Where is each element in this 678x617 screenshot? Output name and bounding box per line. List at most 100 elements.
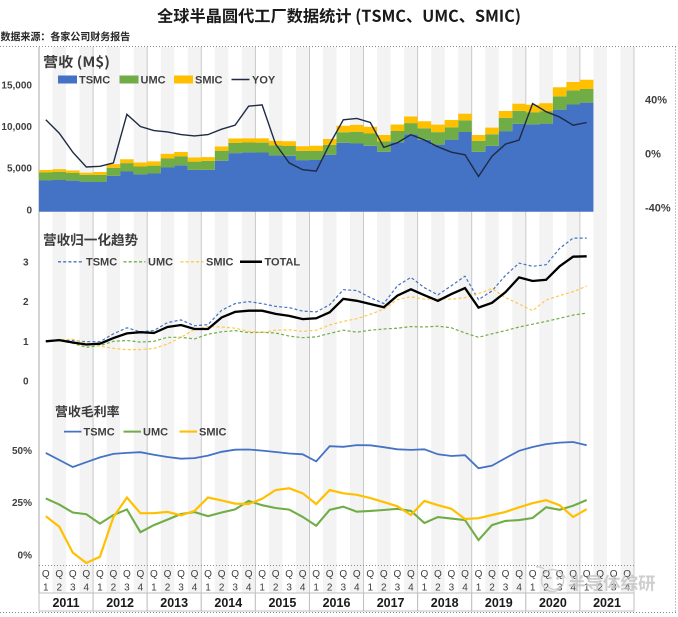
svg-text:Q: Q [394, 569, 402, 580]
svg-text:TSMC: TSMC [86, 257, 117, 269]
svg-text:Q: Q [204, 569, 212, 580]
svg-text:UMC: UMC [143, 426, 168, 438]
svg-text:Q: Q [502, 569, 510, 580]
svg-text:4: 4 [84, 583, 90, 594]
svg-text:2013: 2013 [160, 596, 188, 610]
svg-text:50%: 50% [12, 446, 32, 457]
svg-text:Q: Q [542, 569, 550, 580]
svg-text:Q: Q [623, 569, 631, 580]
svg-text:2018: 2018 [431, 596, 459, 610]
svg-text:3: 3 [178, 583, 184, 594]
svg-text:YOY: YOY [252, 74, 276, 86]
svg-text:Q: Q [529, 569, 537, 580]
svg-text:Q: Q [596, 569, 604, 580]
svg-text:3: 3 [124, 583, 130, 594]
svg-text:2: 2 [23, 297, 29, 308]
svg-text:UMC: UMC [148, 257, 173, 269]
svg-text:2011: 2011 [52, 596, 79, 610]
svg-text:5,000: 5,000 [7, 164, 32, 175]
svg-text:1: 1 [151, 583, 157, 594]
svg-text:2016: 2016 [323, 596, 351, 610]
svg-text:Q: Q [434, 569, 442, 580]
svg-text:4: 4 [138, 583, 144, 594]
svg-text:Q: Q [353, 569, 361, 580]
svg-text:2017: 2017 [377, 596, 405, 610]
svg-text:Q: Q [285, 569, 293, 580]
svg-text:2014: 2014 [214, 596, 242, 610]
svg-text:Q: Q [380, 569, 388, 580]
svg-text:25%: 25% [12, 498, 32, 509]
svg-text:3: 3 [341, 583, 347, 594]
svg-text:Q: Q [326, 569, 334, 580]
svg-text:4: 4 [462, 583, 468, 594]
svg-text:Q: Q [55, 569, 63, 580]
svg-text:Q: Q [123, 569, 131, 580]
svg-text:3: 3 [23, 258, 29, 269]
svg-text:Q: Q [312, 569, 320, 580]
svg-text:1: 1 [422, 583, 428, 594]
svg-text:Q: Q [42, 569, 50, 580]
svg-text:3: 3 [449, 583, 455, 594]
svg-text:1: 1 [259, 583, 265, 594]
svg-text:2: 2 [165, 583, 171, 594]
svg-text:4: 4 [408, 583, 414, 594]
svg-text:3: 3 [286, 583, 292, 594]
svg-text:Q: Q [556, 569, 564, 580]
svg-text:Q: Q [583, 569, 591, 580]
svg-text:SMIC: SMIC [195, 74, 223, 86]
svg-text:SMIC: SMIC [199, 426, 227, 438]
svg-text:40%: 40% [645, 94, 667, 106]
svg-text:4: 4 [246, 583, 252, 594]
svg-text:3: 3 [232, 583, 238, 594]
svg-text:2020: 2020 [539, 596, 567, 610]
svg-text:1: 1 [530, 583, 536, 594]
svg-text:Q: Q [407, 569, 415, 580]
svg-text:15,000: 15,000 [1, 81, 32, 92]
svg-text:Q: Q [110, 569, 118, 580]
svg-text:Q: Q [96, 569, 104, 580]
svg-text:Q: Q [272, 569, 280, 580]
svg-text:1: 1 [313, 583, 319, 594]
svg-text:Q: Q [448, 569, 456, 580]
svg-text:4: 4 [300, 583, 306, 594]
svg-text:0%: 0% [18, 550, 33, 561]
svg-text:Q: Q [475, 569, 483, 580]
svg-text:0: 0 [23, 377, 29, 388]
svg-text:Q: Q [366, 569, 374, 580]
svg-text:0%: 0% [645, 148, 661, 160]
svg-text:3: 3 [395, 583, 401, 594]
svg-text:4: 4 [192, 583, 198, 594]
svg-text:4: 4 [354, 583, 360, 594]
svg-text:3: 3 [70, 583, 76, 594]
svg-text:Q: Q [177, 569, 185, 580]
svg-text:-40%: -40% [645, 202, 671, 214]
svg-text:Q: Q [488, 569, 496, 580]
svg-text:2021: 2021 [593, 596, 621, 610]
svg-text:1: 1 [476, 583, 482, 594]
svg-text:Q: Q [461, 569, 469, 580]
svg-text:Q: Q [339, 569, 347, 580]
svg-text:Q: Q [82, 569, 90, 580]
svg-text:Q: Q [245, 569, 253, 580]
svg-text:2: 2 [111, 583, 117, 594]
svg-text:2: 2 [435, 583, 441, 594]
svg-text:Q: Q [218, 569, 226, 580]
svg-text:Q: Q [191, 569, 199, 580]
svg-text:Q: Q [258, 569, 266, 580]
svg-text:TSMC: TSMC [84, 426, 115, 438]
svg-text:UMC: UMC [141, 74, 166, 86]
svg-text:3: 3 [503, 583, 509, 594]
svg-text:1: 1 [43, 583, 49, 594]
svg-text:2: 2 [597, 583, 603, 594]
svg-text:2015: 2015 [268, 596, 296, 610]
svg-text:1: 1 [368, 583, 374, 594]
svg-text:Q: Q [164, 569, 172, 580]
svg-text:Q: Q [150, 569, 158, 580]
svg-text:2: 2 [543, 583, 549, 594]
svg-text:Q: Q [69, 569, 77, 580]
svg-text:10,000: 10,000 [1, 122, 32, 133]
svg-text:Q: Q [569, 569, 577, 580]
svg-text:0: 0 [26, 205, 32, 216]
svg-text:TSMC: TSMC [79, 74, 110, 86]
svg-text:Q: Q [231, 569, 239, 580]
